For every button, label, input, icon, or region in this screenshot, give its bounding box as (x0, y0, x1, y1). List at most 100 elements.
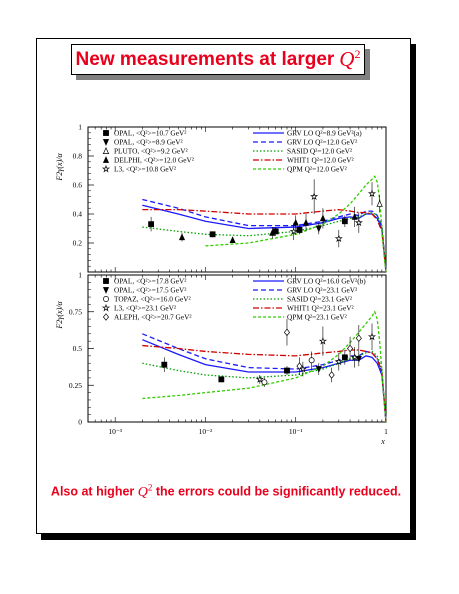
data-point-shape (178, 233, 186, 241)
y-tick-label: 0.25 (69, 381, 82, 390)
theory-curve (142, 211, 387, 273)
data-point (308, 357, 315, 364)
x-tick-label: 10⁻¹ (289, 427, 303, 436)
theory-curve (142, 339, 387, 423)
theory-curve (142, 208, 387, 273)
data-point (367, 189, 377, 198)
data-point-shape (209, 231, 216, 238)
y-tick-label: 0.6 (73, 181, 83, 190)
theory-curve (142, 204, 387, 273)
data-point (354, 218, 363, 227)
data-point-shape (341, 218, 348, 225)
legend-label: SASID Q²=23.1 GeV² (287, 295, 353, 304)
data-point (310, 192, 319, 201)
legend-marker-shape (102, 287, 110, 294)
data-point-shape (334, 357, 343, 366)
data-point (255, 375, 264, 383)
legend-marker (102, 147, 110, 154)
data-point-shape (148, 221, 154, 228)
legend-label: OPAL, <Q²>=17.8 GeV² (114, 277, 187, 286)
legend-label: WHIT1 Q²=12.0 GeV² (287, 156, 354, 165)
legend-marker-shape (103, 130, 109, 136)
legend-marker (103, 278, 109, 284)
data-point-shape (367, 189, 377, 198)
data-point (269, 229, 276, 236)
data-point (161, 361, 168, 368)
data-point (318, 336, 327, 345)
data-point-shape (315, 225, 322, 233)
data-point (376, 199, 383, 207)
data-point (209, 231, 216, 238)
data-point-shape (308, 357, 315, 364)
data-point-shape (161, 361, 168, 368)
theory-curve (142, 310, 387, 423)
data-point (334, 234, 343, 243)
data-point-shape (284, 367, 290, 374)
data-point-shape (261, 379, 268, 386)
y-tick-label: 0.8 (73, 152, 83, 161)
legend-label: QPM Q²=23.1 GeV² (287, 313, 348, 322)
data-point (218, 376, 225, 383)
title-text: New measurements at larger (75, 48, 335, 70)
x-tick-label: 10⁻² (199, 427, 213, 436)
data-point (347, 344, 354, 353)
legend-label: QPM Q²=12.0 GeV² (287, 165, 348, 174)
data-point (261, 379, 268, 386)
slide-title: New measurements at larger Q2 (71, 44, 365, 75)
legend-label: SASID Q²=12.0 GeV² (287, 147, 353, 156)
data-point (319, 214, 326, 222)
legend-marker-shape (102, 139, 110, 146)
data-point-shape (229, 236, 236, 243)
data-point-shape (355, 355, 362, 363)
theory-curve (142, 198, 387, 273)
data-point (302, 218, 310, 226)
data-point-shape (269, 229, 276, 236)
data-point (355, 334, 362, 342)
legend-marker (102, 139, 110, 146)
data-point-shape (350, 353, 359, 361)
legend-marker (101, 303, 111, 312)
data-point (334, 357, 343, 366)
data-point (296, 227, 303, 233)
legend-label: L3, <Q²>=10.8 GeV² (114, 165, 177, 174)
y-tick-label: 1 (78, 271, 82, 280)
data-point (296, 362, 303, 370)
data-point (351, 213, 358, 220)
data-point-shape (315, 366, 322, 373)
legend-marker-shape (102, 147, 110, 154)
panel-frame-1 (87, 126, 387, 273)
data-point-shape (328, 371, 335, 379)
legend-label: TOPAZ, <Q²>=16.0 GeV² (114, 295, 192, 304)
data-point-shape (283, 328, 291, 337)
legend-label: GRV LO Q²=12.0 GeV² (287, 138, 358, 147)
y-tick-label: 0.2 (73, 239, 83, 248)
legend-marker (102, 156, 110, 163)
legend-marker-shape (102, 156, 110, 163)
legend-marker (102, 287, 110, 294)
y-tick-label: 0.75 (69, 307, 82, 316)
data-point-shape (355, 334, 362, 342)
data-point-shape (218, 376, 225, 383)
y-tick-label: 0 (78, 418, 82, 427)
theory-curve (142, 344, 387, 423)
x-tick-label: 1 (384, 427, 388, 436)
legend-marker-shape (102, 313, 110, 321)
theory-curve (142, 350, 387, 423)
data-point (341, 218, 348, 225)
legend-label: DELPHI, <Q²>=12.0 GeV² (114, 156, 195, 165)
data-point (328, 371, 335, 379)
footer-prefix: Also at higher (50, 484, 135, 499)
data-point (284, 367, 290, 374)
data-point (148, 221, 154, 228)
legend-label: WHIT1 Q²=23.1 GeV² (287, 304, 354, 313)
data-point (289, 227, 298, 235)
legend-label: GRV LO Q²=16.0 GeV²(b) (287, 277, 366, 286)
legend-label: PLUTO, <Q²>=9.2 GeV² (114, 147, 189, 156)
data-point-shape (310, 192, 319, 201)
data-point-shape (319, 214, 326, 222)
data-point (283, 328, 291, 337)
legend-label: ALEPH, <Q²>=20.7 GeV² (114, 313, 192, 322)
y-tick-label: 0.5 (73, 344, 83, 353)
legend-label: L3, <Q²>=23.1 GeV² (114, 304, 177, 313)
